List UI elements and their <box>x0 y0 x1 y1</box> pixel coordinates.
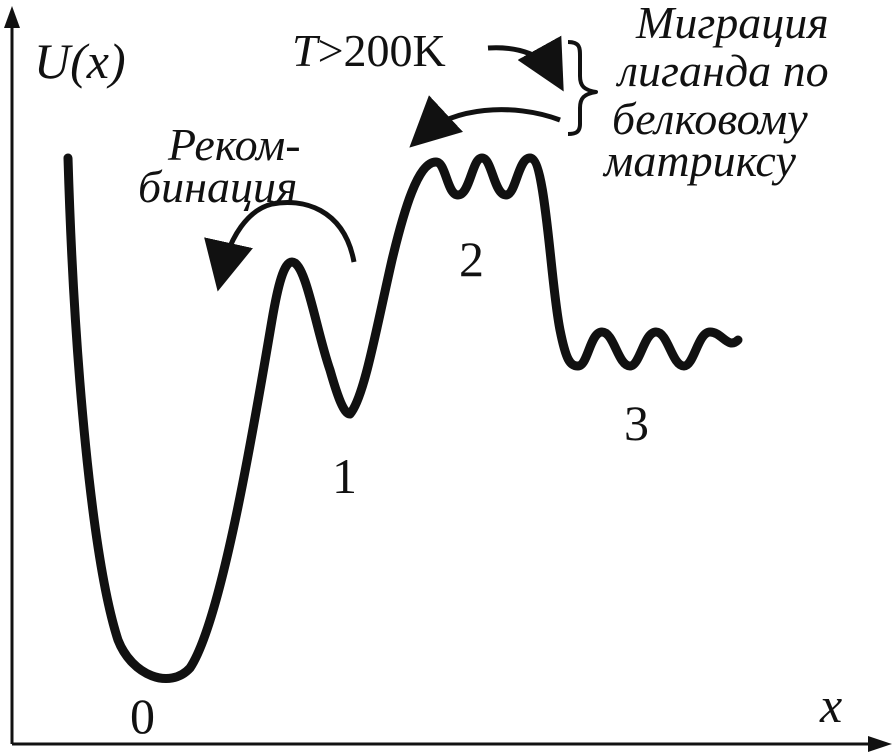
x-axis-label: x <box>819 677 842 733</box>
well-label-2: 2 <box>459 231 484 287</box>
temperature-label: T>200K <box>292 25 446 76</box>
migration-label-line4: матриксу <box>602 135 796 186</box>
migration-label-line2: лиганда по <box>615 45 829 96</box>
axis-arrow-up-icon <box>4 6 20 28</box>
temperature-value: >200K <box>318 25 446 76</box>
curved-arrow-icon <box>204 199 357 292</box>
curved-arrow-icon <box>409 95 561 148</box>
well-label-1: 1 <box>332 448 357 504</box>
curved-arrow-icon <box>487 35 564 92</box>
axes <box>4 6 892 752</box>
potential-curve <box>63 153 743 683</box>
well-label-0: 0 <box>130 688 155 744</box>
migration-label-line3: белковому <box>612 93 808 144</box>
axis-arrow-right-icon <box>868 736 892 752</box>
migration-label-line1: Миграция <box>635 0 829 48</box>
curly-brace-icon <box>567 40 598 136</box>
recombination-label-line1: Реком- <box>167 119 301 170</box>
y-axis-label-func: U <box>34 33 73 89</box>
y-axis-label: U(x) <box>34 33 126 89</box>
well-label-3: 3 <box>624 395 649 451</box>
y-axis-label-arg: (x) <box>70 33 126 89</box>
temperature-var: T <box>292 25 321 76</box>
